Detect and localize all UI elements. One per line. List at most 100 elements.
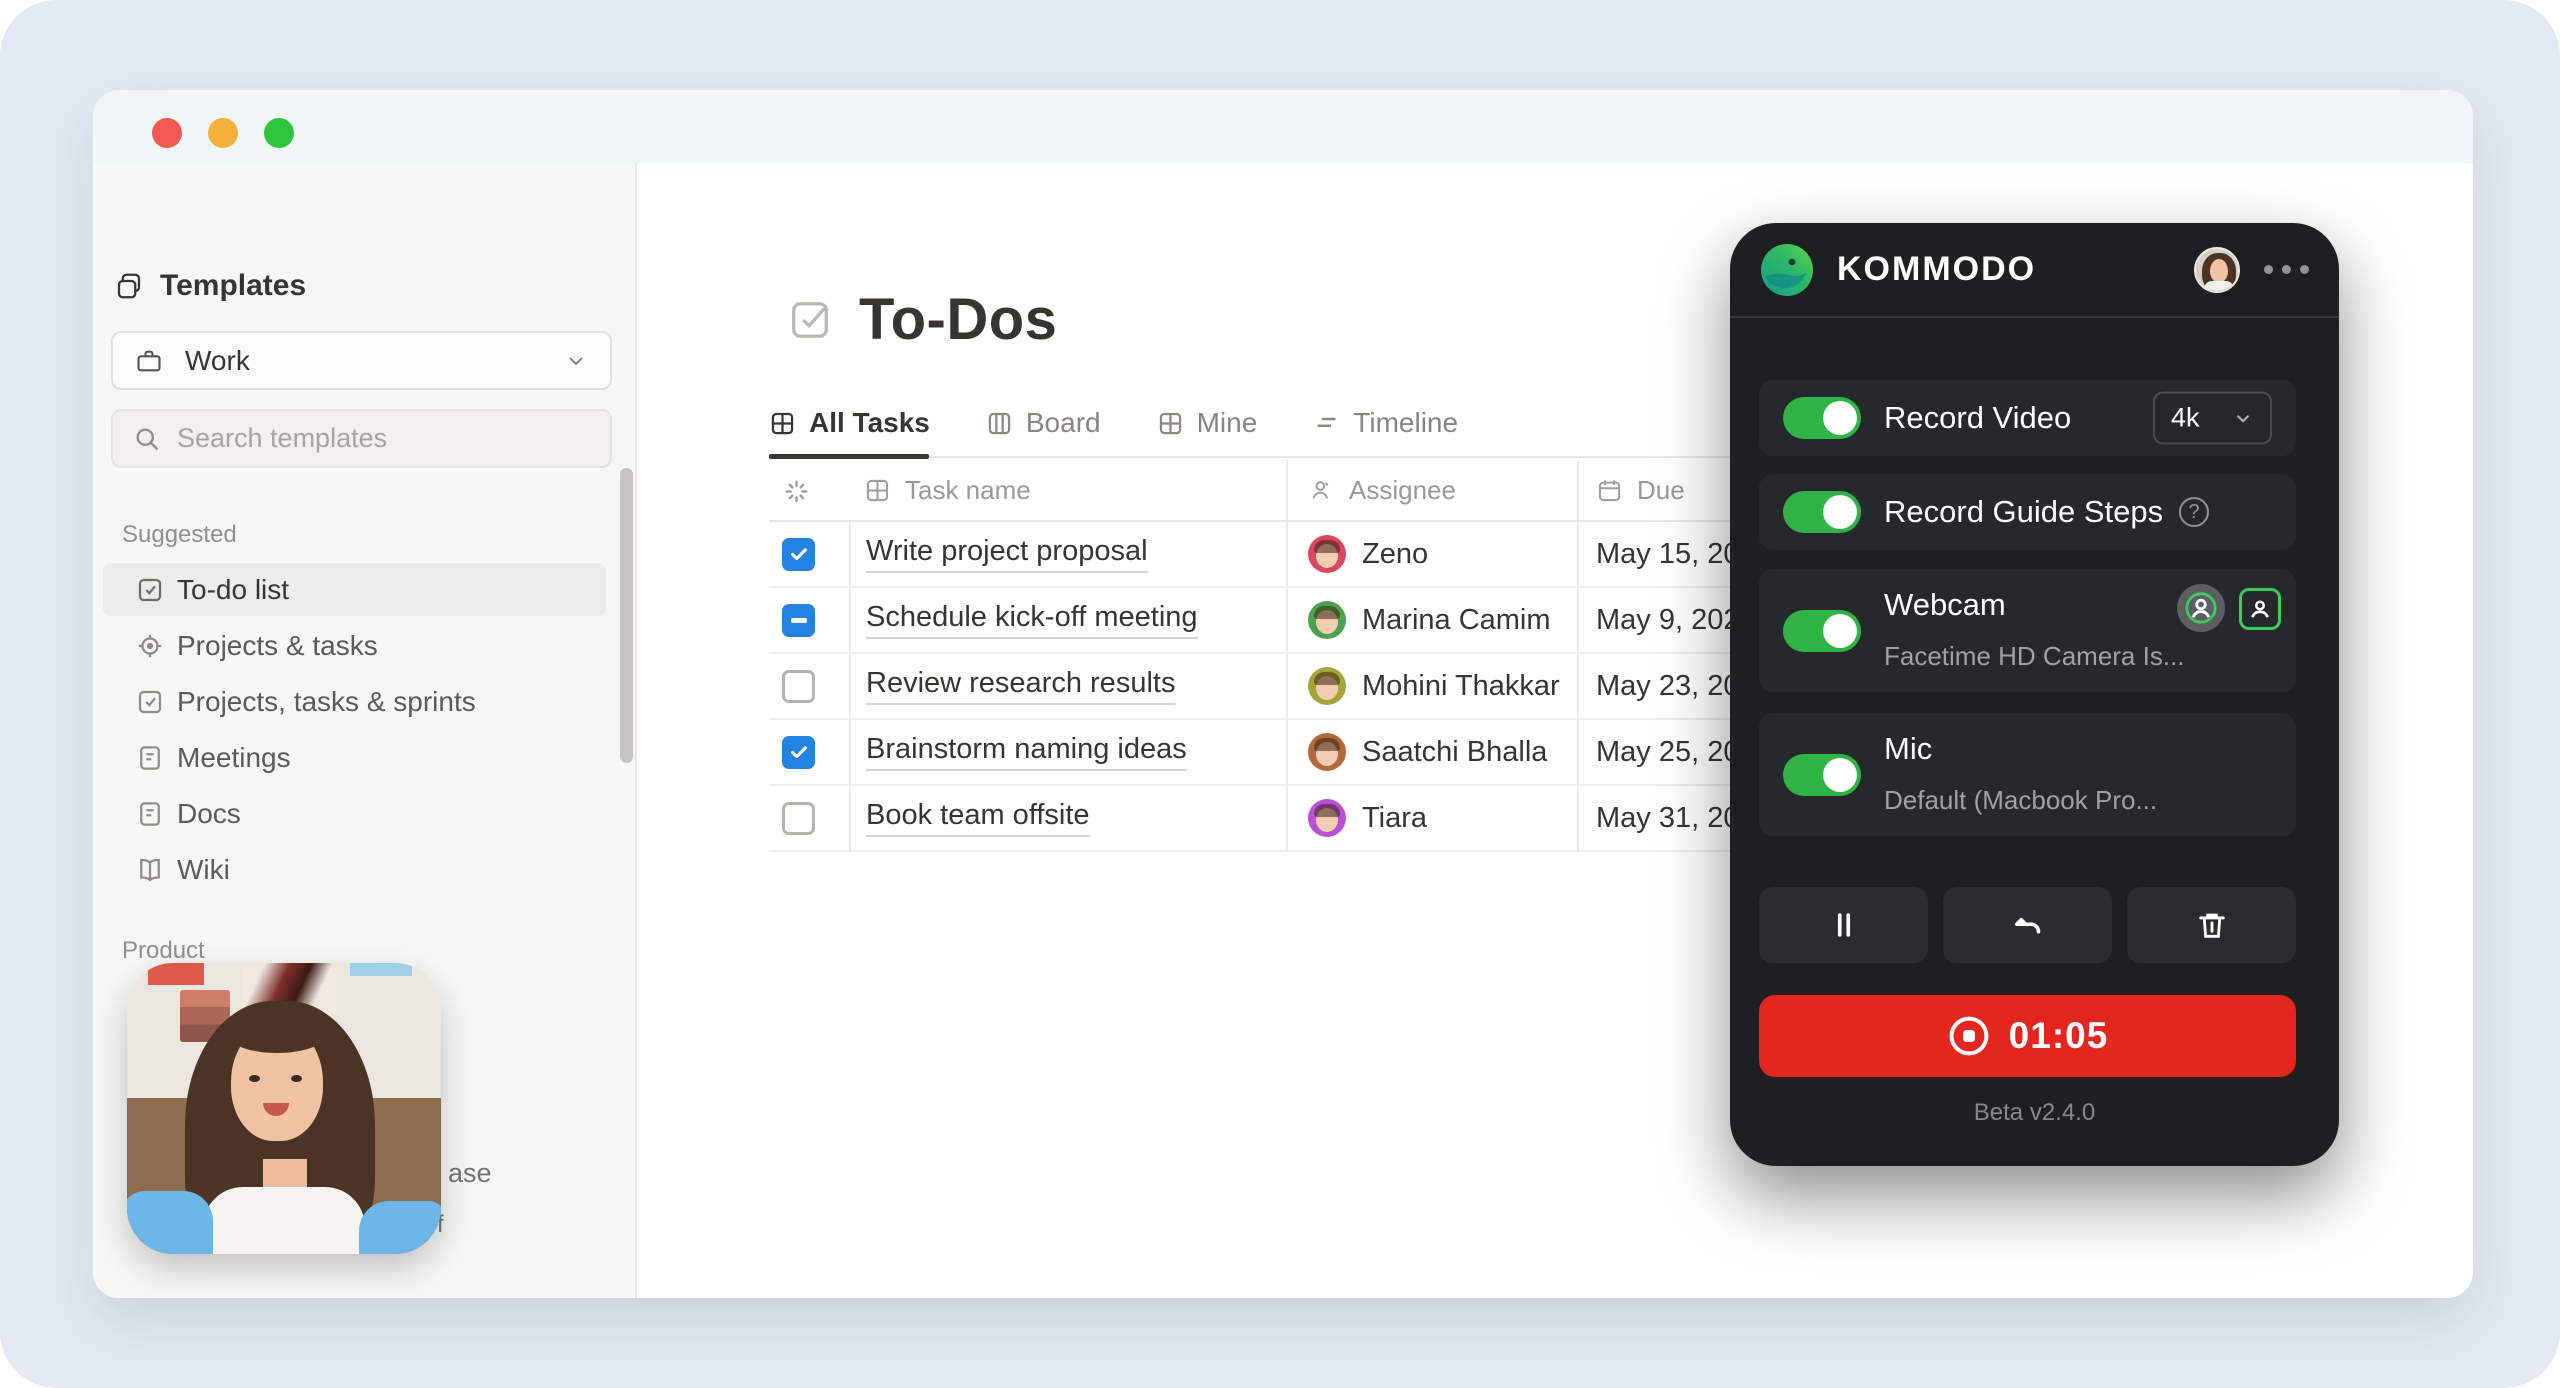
window-titlebar (93, 90, 2473, 163)
mic-toggle[interactable] (1783, 753, 1861, 796)
recorder-header: KOMMODO (1730, 223, 2339, 318)
assignee-avatar (1308, 667, 1346, 705)
task-checkbox[interactable] (782, 669, 815, 703)
column-label: Task name (905, 474, 1031, 505)
hidden-item-text-fragment: ase (448, 1158, 492, 1188)
brand-name: KOMMODO (1837, 250, 2037, 288)
templates-icon (114, 271, 144, 301)
task-link[interactable]: Review research results (866, 667, 1176, 705)
tab-all-tasks[interactable]: All Tasks (769, 407, 930, 439)
task-link[interactable]: Book team offsite (866, 799, 1090, 837)
toggle-label: Record Video (1884, 400, 2072, 435)
task-checkbox[interactable] (782, 801, 815, 835)
stop-recording-button[interactable]: 01:05 (1759, 995, 2296, 1077)
webcam-preview[interactable] (127, 963, 441, 1254)
sidebar-item-meetings[interactable]: Meetings (103, 731, 606, 784)
tab-mine[interactable]: Mine (1157, 407, 1258, 439)
table-row[interactable]: Schedule kick-off meeting Marina Camim M… (769, 588, 2100, 654)
mic-device-subtext: Default (Macbook Pro... (1884, 785, 2158, 815)
tab-label: All Tasks (809, 407, 930, 438)
assignee-avatar (1308, 799, 1346, 837)
tab-board[interactable]: Board (986, 407, 1101, 439)
sidebar-title: Templates (160, 269, 307, 302)
grid-icon (1157, 410, 1184, 437)
pause-button[interactable] (1759, 887, 1928, 963)
chevron-down-icon (2232, 407, 2254, 429)
table-header-row: Task name Assignee Due (769, 460, 2100, 522)
search-box (111, 409, 612, 468)
webcam-poster (350, 963, 412, 976)
webcam-device-subtext: Facetime HD Camera Is... (1884, 641, 2185, 671)
workspace-label: Work (185, 344, 250, 376)
sidebar-item-projects-tasks-sprints[interactable]: Projects, tasks & sprints (103, 675, 606, 728)
pause-icon (1827, 908, 1861, 942)
tab-label: Mine (1196, 407, 1258, 438)
trash-icon (2195, 908, 2229, 942)
task-link[interactable]: Schedule kick-off meeting (866, 601, 1198, 639)
sidebar-header: Templates (114, 269, 306, 303)
task-checkbox[interactable] (782, 735, 815, 769)
column-label: Due (1637, 474, 1685, 505)
header-cell-due[interactable]: Due (1577, 460, 2100, 520)
view-tabs: All Tasks Board Mine (769, 390, 2199, 458)
workspace-selector[interactable]: Work (111, 331, 612, 390)
briefcase-icon (135, 347, 163, 375)
webcam-toggle[interactable] (1783, 609, 1861, 652)
grid-icon (769, 410, 796, 437)
document-icon (135, 799, 165, 829)
sidebar-item-wiki[interactable]: Wiki (103, 843, 606, 896)
close-window-button[interactable] (152, 118, 182, 148)
table-row[interactable]: Book team offsite Tiara May 31, 2023 (769, 786, 2100, 852)
sidebar-item-label: To-do list (177, 573, 290, 605)
record-video-toggle[interactable] (1783, 397, 1861, 439)
toggle-label: Webcam (1884, 587, 2006, 622)
document-icon (135, 743, 165, 773)
mic-row: Mic Default (Macbook Pro... (1759, 713, 2296, 836)
toggle-label: Mic (1884, 731, 1933, 766)
checkbox-icon (135, 687, 165, 717)
sidebar-item-todo-list[interactable]: To-do list (103, 563, 606, 616)
delete-button[interactable] (2127, 887, 2296, 963)
undo-icon (2010, 907, 2046, 943)
person-icon (1308, 477, 1335, 504)
user-avatar[interactable] (2194, 246, 2240, 293)
person-circle-icon[interactable] (2177, 584, 2225, 632)
assignee-name: Saatchi Bhalla (1362, 735, 1548, 768)
sidebar-item-label: Meetings (177, 741, 291, 773)
column-label: Assignee (1349, 474, 1456, 505)
resolution-dropdown[interactable]: 4k (2153, 391, 2272, 445)
question-circle-icon[interactable]: ? (2179, 497, 2209, 527)
assignee-avatar (1308, 601, 1346, 639)
page-title: To-Dos (859, 287, 1058, 352)
sidebar-item-projects-tasks[interactable]: Projects & tasks (103, 619, 606, 672)
header-cell-task-name[interactable]: Task name (849, 460, 1286, 520)
due-date: May 9, 2023 (1596, 603, 1756, 636)
task-link[interactable]: Brainstorm naming ideas (866, 733, 1187, 771)
sidebar-item-docs[interactable]: Docs (103, 787, 606, 840)
task-checkbox[interactable] (782, 537, 815, 571)
assignee-name: Mohini Thakkar (1362, 669, 1560, 702)
task-checkbox[interactable] (782, 603, 815, 637)
person-square-icon[interactable] (2239, 588, 2281, 630)
header-cell-assignee[interactable]: Assignee (1286, 460, 1577, 520)
recording-timer: 01:05 (2008, 1015, 2109, 1056)
sidebar-item-label: Projects & tasks (177, 629, 378, 661)
board-columns-icon (986, 410, 1013, 437)
calendar-icon (1596, 477, 1623, 504)
sidebar-scrollbar-thumb[interactable] (620, 468, 633, 763)
zoom-window-button[interactable] (264, 118, 294, 148)
task-link[interactable]: Write project proposal (866, 535, 1148, 573)
resolution-value: 4k (2171, 402, 2200, 433)
ellipsis-icon[interactable] (2264, 265, 2309, 274)
assignee-avatar (1308, 535, 1346, 573)
tab-timeline[interactable]: Timeline (1313, 407, 1458, 439)
undo-button[interactable] (1943, 887, 2112, 963)
table-row[interactable]: Brainstorm naming ideas Saatchi Bhalla M… (769, 720, 2100, 786)
minimize-window-button[interactable] (208, 118, 238, 148)
version-label: Beta v2.4.0 (1973, 1099, 2096, 1126)
header-cell-loading (769, 460, 849, 520)
record-guide-steps-toggle[interactable] (1783, 491, 1861, 533)
search-input[interactable] (175, 422, 555, 455)
spinner-icon (782, 477, 809, 504)
